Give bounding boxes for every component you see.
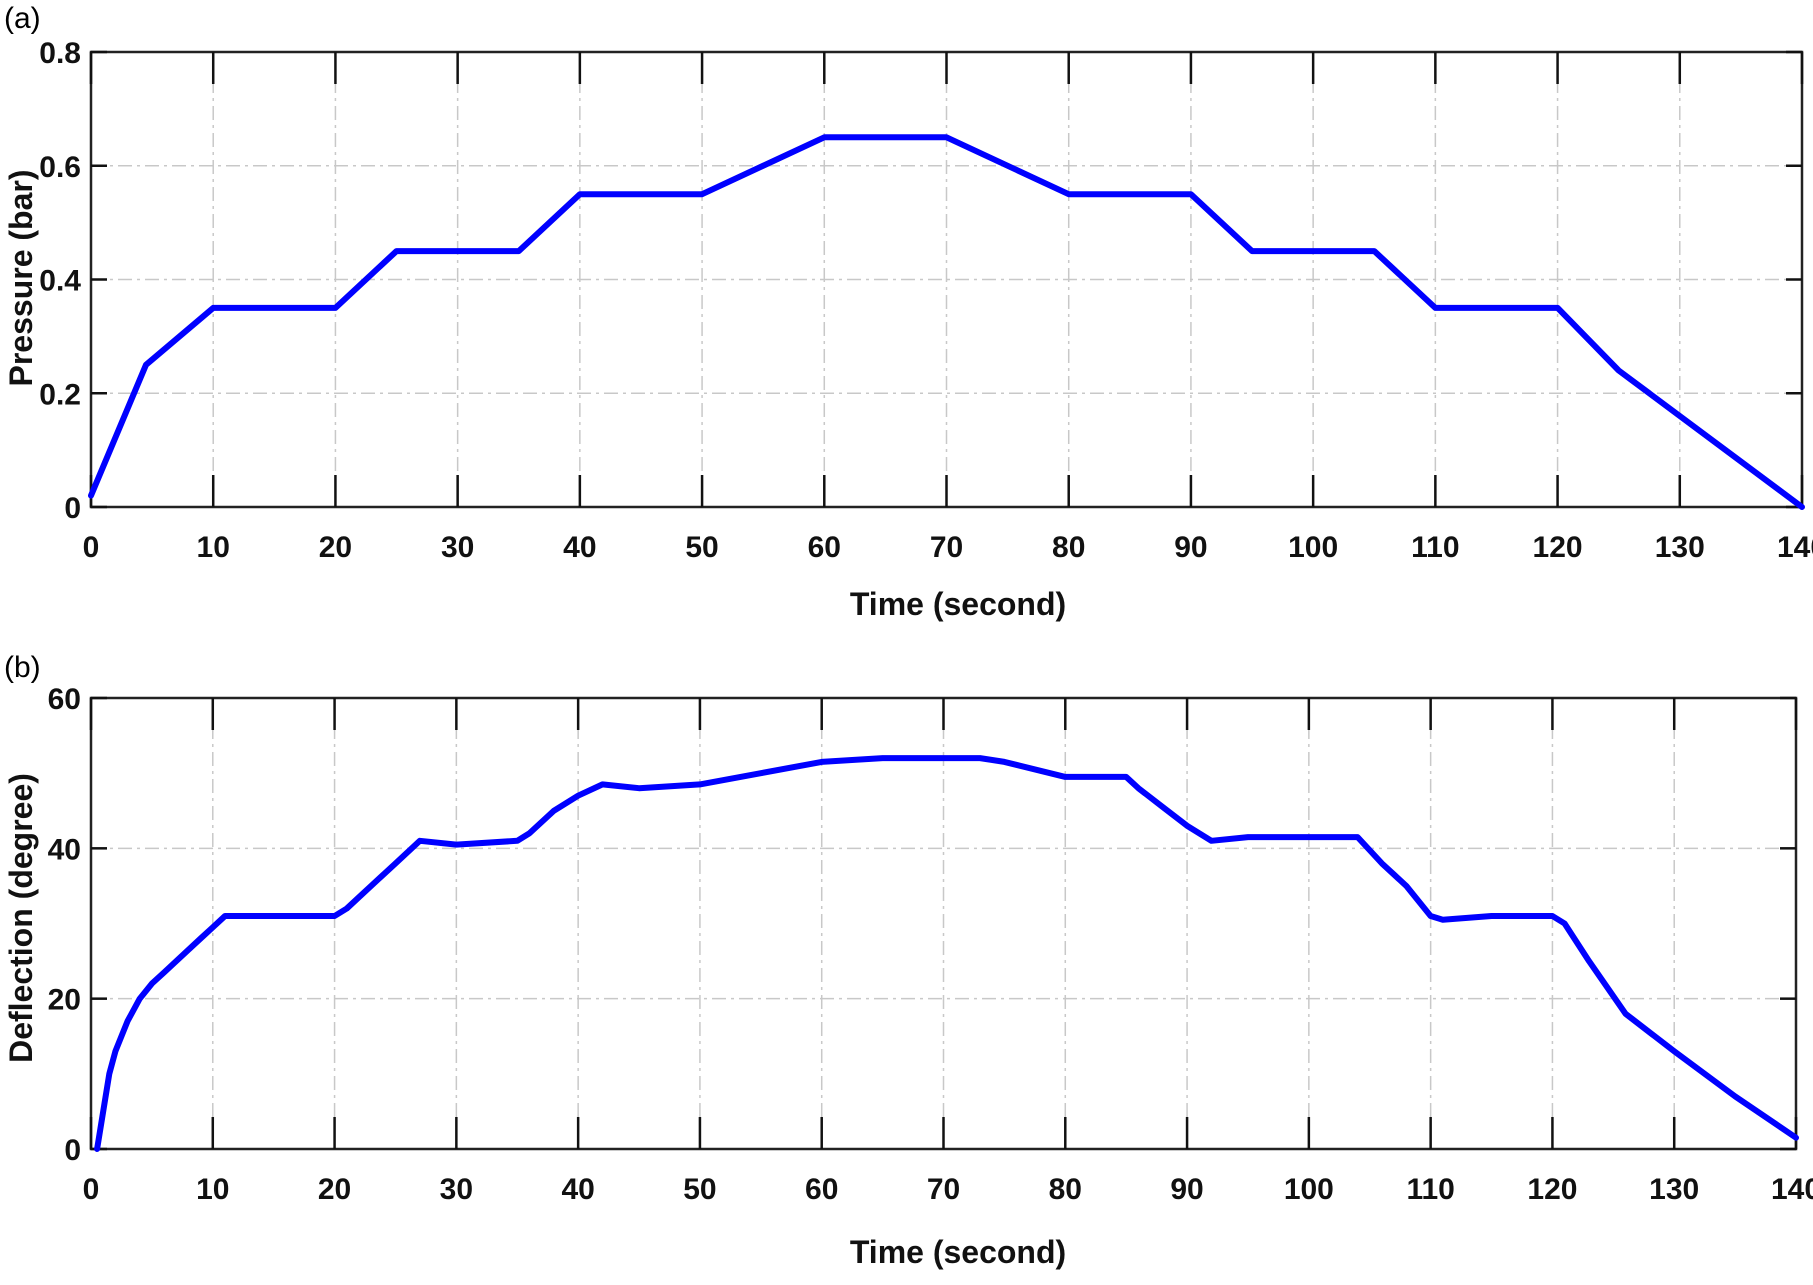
x-tick-label: 0 — [83, 531, 100, 564]
x-tick-label: 40 — [561, 1173, 594, 1206]
y-tick-label: 60 — [48, 683, 81, 716]
y-tick-label: 0.2 — [39, 378, 81, 411]
x-tick-label: 20 — [318, 1173, 351, 1206]
x-tick-label: 90 — [1174, 531, 1207, 564]
y-tick-label: 40 — [48, 833, 81, 866]
x-tick-label: 140 — [1771, 1173, 1813, 1206]
y-tick-label: 0 — [64, 492, 81, 525]
x-tick-label: 130 — [1655, 531, 1705, 564]
x-axis-label-b: Time (second) — [850, 1234, 1066, 1270]
y-tick-label: 20 — [48, 984, 81, 1017]
series-layer-b — [94, 755, 1799, 1152]
series-layer-a — [88, 134, 1805, 510]
x-tick-label: 120 — [1527, 1173, 1577, 1206]
x-tick-label: 30 — [441, 531, 474, 564]
y-tick-label: 0.6 — [39, 151, 81, 184]
y-tick-label: 0.8 — [39, 37, 81, 70]
x-tick-label: 20 — [319, 531, 352, 564]
panel-label-b: (b) — [4, 651, 41, 684]
series-line-b — [94, 755, 1799, 1152]
y-tick-label: 0.4 — [39, 265, 81, 298]
x-tick-label: 80 — [1049, 1173, 1082, 1206]
x-tick-label: 120 — [1533, 531, 1583, 564]
x-tick-label: 100 — [1284, 1173, 1334, 1206]
x-tick-label: 70 — [927, 1173, 960, 1206]
x-tick-label: 30 — [440, 1173, 473, 1206]
chart-panel-b: (b) 0 10 20 30 40 50 60 70 80 90 100 110 120 130 140 0 2… — [3, 651, 1813, 1270]
y-axis-label-a: Pressure (bar) — [3, 170, 39, 387]
x-tick-label: 80 — [1052, 531, 1085, 564]
grid-b — [91, 698, 1796, 1149]
y-tick-label: 0 — [64, 1134, 81, 1167]
x-tick-label: 0 — [83, 1173, 100, 1206]
y-axis-label-b: Deflection (degree) — [3, 773, 39, 1063]
x-tick-label: 100 — [1288, 531, 1338, 564]
x-tick-label: 10 — [197, 531, 230, 564]
series-line-a — [88, 134, 1805, 510]
x-tick-label: 70 — [930, 531, 963, 564]
x-tick-label: 60 — [805, 1173, 838, 1206]
x-tick-label: 50 — [685, 531, 718, 564]
chart-panel-a: (a) 010203040506070809010011012013014000… — [3, 2, 1813, 622]
x-tick-label: 130 — [1649, 1173, 1699, 1206]
x-tick-label: 140 — [1777, 531, 1813, 564]
x-tick-label: 60 — [808, 531, 841, 564]
x-tick-label: 110 — [1411, 531, 1459, 564]
ticks-b: 0 10 20 30 40 50 60 70 80 90 100 110 120 130 140 0 20 40 6… — [48, 683, 1813, 1206]
x-axis-label-a: Time (second) — [850, 586, 1066, 622]
x-tick-label: 50 — [683, 1173, 716, 1206]
grid-a — [91, 52, 1802, 507]
x-tick-label: 40 — [563, 531, 596, 564]
panel-label-a: (a) — [4, 2, 41, 35]
x-tick-label: 110 — [1406, 1173, 1454, 1206]
x-tick-label: 90 — [1170, 1173, 1203, 1206]
x-tick-label: 10 — [196, 1173, 229, 1206]
ticks-a: 0 10 20 30 40 50 60 70 80 90 100 110 120 130 140 0 0.2 0.… — [39, 37, 1813, 564]
